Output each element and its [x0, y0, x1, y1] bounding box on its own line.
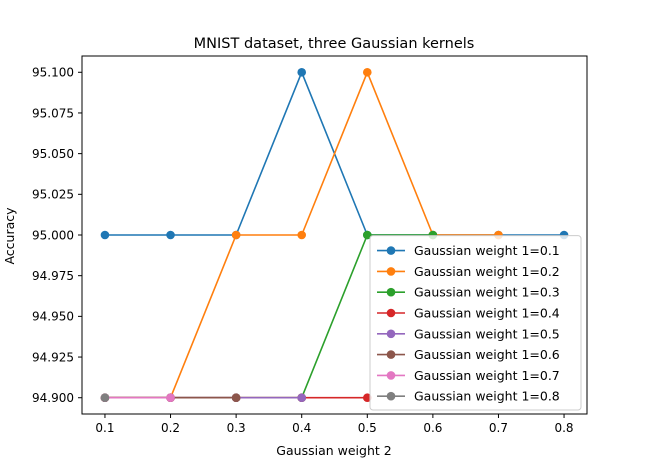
y-tick-label: 95.050 — [32, 147, 74, 161]
x-axis-ticks: 0.1 0.2 0.3 0.4 0.5 0.6 0.7 0.8 — [95, 414, 574, 435]
legend-label: Gaussian weight 1=0.5 — [414, 326, 560, 341]
legend-marker — [386, 391, 396, 401]
legend-item: Gaussian weight 1=0.1 — [377, 243, 560, 258]
data-point — [100, 393, 110, 403]
x-tick-label: 0.5 — [358, 421, 377, 435]
y-tick-label: 94.900 — [32, 391, 74, 405]
data-point — [100, 230, 110, 240]
legend-label: Gaussian weight 1=0.1 — [414, 243, 560, 258]
data-point — [231, 393, 241, 403]
legend-marker — [386, 371, 396, 380]
x-tick-label: 0.8 — [554, 421, 573, 435]
legend-item: Gaussian weight 1=0.6 — [377, 347, 560, 362]
legend-marker — [386, 308, 396, 318]
legend-marker — [386, 246, 396, 255]
y-tick-label: 94.975 — [32, 269, 74, 283]
x-tick-label: 0.3 — [227, 421, 246, 435]
legend-item: Gaussian weight 1=0.7 — [377, 368, 560, 383]
y-tick-label: 94.950 — [32, 310, 74, 324]
y-axis-label: Accuracy — [2, 207, 17, 265]
data-point — [362, 67, 372, 77]
legend-marker — [386, 267, 396, 276]
chart-title: MNIST dataset, three Gaussian kernels — [194, 36, 475, 52]
legend-marker — [386, 329, 396, 339]
x-tick-label: 0.4 — [292, 421, 311, 435]
data-point — [166, 393, 175, 403]
x-tick-label: 0.6 — [423, 421, 442, 435]
data-point — [362, 230, 372, 240]
y-tick-label: 94.925 — [32, 350, 74, 364]
legend-item: Gaussian weight 1=0.5 — [377, 326, 560, 341]
y-tick-label: 95.075 — [32, 106, 74, 120]
legend-item: Gaussian weight 1=0.8 — [377, 389, 560, 404]
x-tick-label: 0.2 — [161, 421, 180, 435]
data-point — [297, 67, 307, 77]
data-point — [297, 230, 307, 240]
data-point — [297, 393, 307, 403]
y-tick-label: 95.025 — [32, 188, 74, 202]
data-point — [231, 230, 241, 240]
series-7 — [100, 393, 175, 403]
y-tick-label: 95.100 — [32, 66, 74, 80]
legend-label: Gaussian weight 1=0.2 — [414, 264, 560, 279]
legend-label: Gaussian weight 1=0.3 — [414, 285, 560, 300]
legend-label: Gaussian weight 1=0.8 — [414, 389, 560, 404]
legend-marker — [386, 287, 396, 297]
legend-item: Gaussian weight 1=0.3 — [377, 285, 560, 300]
legend: Gaussian weight 1=0.1 Gaussian weight 1=0… — [369, 235, 582, 411]
legend-box — [369, 235, 582, 411]
data-point — [362, 393, 372, 403]
legend-marker — [386, 350, 396, 359]
legend-label: Gaussian weight 1=0.4 — [414, 306, 560, 321]
x-tick-label: 0.1 — [95, 421, 114, 435]
x-axis-label: Gaussian weight 2 — [276, 443, 391, 458]
data-point — [166, 230, 175, 240]
y-axis-ticks: 94.900 94.925 94.950 94.975 95.000 95.025 95.0… — [32, 66, 82, 405]
series-8 — [100, 393, 110, 403]
legend-item: Gaussian weight 1=0.4 — [377, 306, 560, 321]
legend-label: Gaussian weight 1=0.7 — [414, 368, 560, 383]
legend-item: Gaussian weight 1=0.2 — [377, 264, 560, 279]
legend-label: Gaussian weight 1=0.6 — [414, 347, 560, 362]
y-tick-label: 95.000 — [32, 228, 74, 242]
x-tick-label: 0.7 — [489, 421, 508, 435]
